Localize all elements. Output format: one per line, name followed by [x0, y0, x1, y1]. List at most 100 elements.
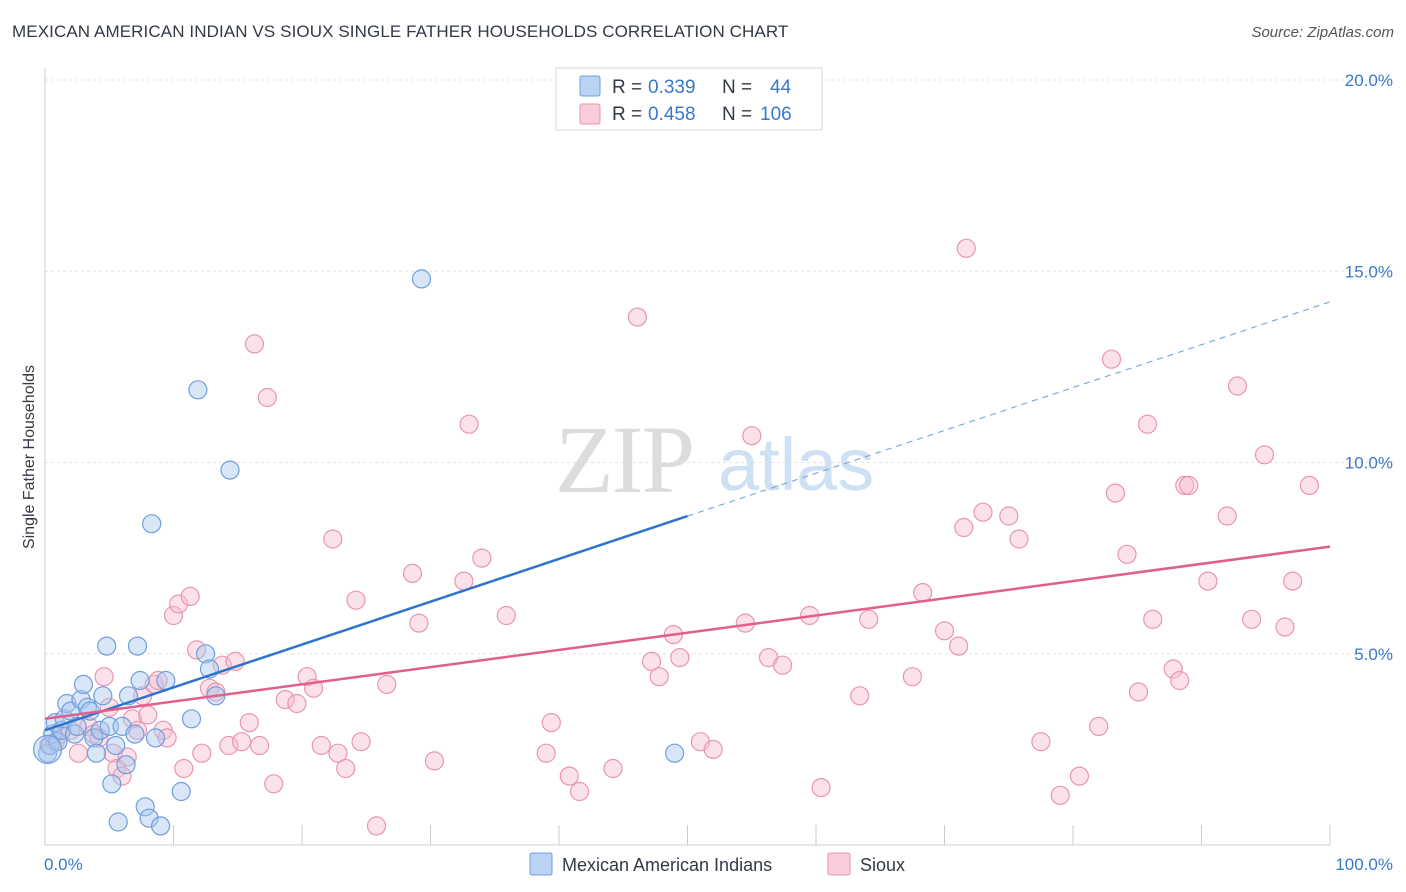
trend-lines	[44, 301, 1331, 732]
sioux-point-88	[1050, 785, 1070, 805]
sioux-point-55	[459, 414, 479, 434]
bottom-legend-swatch-sioux[interactable]	[827, 852, 851, 876]
watermark-zip: ZIP	[555, 406, 693, 513]
sioux-point-58	[536, 743, 556, 763]
sioux-point-37	[257, 387, 277, 408]
x-tick-labels: 0.0% 100.0%	[44, 855, 1393, 874]
mai-point-12	[73, 674, 94, 695]
sioux-point-57	[496, 605, 516, 626]
mai-point-43	[411, 269, 432, 289]
sioux-point-4	[68, 743, 89, 763]
y-tick-label-1: 10.0%	[1345, 454, 1393, 473]
legend-swatch-sioux	[579, 103, 601, 125]
chart-title: MEXICAN AMERICAN INDIAN VS SIOUX SINGLE …	[12, 22, 789, 41]
sioux-point-50	[377, 674, 397, 695]
sioux-point-33	[232, 732, 252, 752]
sioux-point-89	[1069, 766, 1090, 786]
sioux-point-23	[169, 594, 189, 614]
sioux-point-71	[742, 426, 762, 446]
sioux-point-78	[902, 667, 923, 687]
mai-point-25	[116, 755, 136, 775]
sioux-point-12	[112, 766, 132, 786]
sioux-point-63	[627, 307, 648, 327]
sioux-point-61	[569, 781, 590, 802]
bottom-legend-swatch-mexican-american-indians[interactable]	[529, 852, 553, 876]
mai-point-16	[86, 743, 107, 763]
sioux-point-53	[424, 751, 444, 771]
mai-point-42	[220, 460, 240, 480]
sioux-point-36	[250, 735, 270, 756]
legend-r-label-1: R =	[612, 104, 642, 125]
sioux-point-64	[641, 651, 662, 672]
bottom-legend-label-mexican-american-indians[interactable]: Mexican American Indians	[562, 855, 772, 875]
mexican-american-indian-points	[32, 269, 685, 836]
mai-point-23	[108, 812, 128, 832]
sioux-point-98	[1170, 670, 1190, 691]
mai-point-22	[106, 735, 126, 756]
legend-n-value-0: 44	[770, 77, 792, 98]
sioux-point-96	[1143, 609, 1163, 629]
sioux-point-39	[275, 689, 295, 710]
sioux-point-69	[703, 739, 723, 760]
sioux-point-103	[1227, 376, 1248, 396]
sioux-point-85	[999, 506, 1019, 526]
x-tick-label-1: 100.0%	[1335, 855, 1393, 874]
sioux-point-34	[239, 712, 259, 733]
sioux-point-81	[948, 636, 969, 656]
sioux-point-52	[409, 613, 429, 633]
mai-point-36	[171, 781, 191, 802]
mai-point-29	[130, 670, 150, 691]
sioux-point-27	[192, 743, 212, 763]
sioux-point-38	[264, 774, 284, 794]
mai-point-30	[135, 797, 155, 817]
sioux-point-101	[1198, 571, 1218, 591]
mai-point-9	[64, 724, 85, 744]
mai-point-39	[196, 644, 216, 664]
sioux-point-87	[1031, 732, 1051, 752]
mai-point-21	[102, 774, 122, 794]
sioux-point-22	[163, 605, 184, 626]
mai-point-38	[188, 380, 208, 400]
mai-point-31	[139, 808, 159, 828]
sioux-point-65	[649, 667, 669, 687]
y-tick-label-2: 15.0%	[1345, 262, 1393, 281]
sioux-point-31	[219, 735, 239, 756]
legend-n-label-1: N =	[722, 104, 752, 125]
sioux-point-80	[934, 621, 955, 641]
x-ticks	[44, 825, 1331, 845]
sioux-point-82	[954, 517, 974, 538]
sioux-point-104	[1241, 609, 1262, 629]
legend-r-value-0: 0.339	[648, 77, 696, 98]
sioux-point-83	[956, 238, 976, 258]
sioux-point-79	[913, 582, 933, 603]
sioux-point-44	[323, 529, 343, 549]
sioux-point-10	[103, 743, 123, 763]
sioux-point-102	[1217, 506, 1237, 526]
mai-point-37	[181, 709, 202, 729]
legend-r-value-1: 0.458	[648, 104, 696, 125]
bottom-legend-label-sioux[interactable]: Sioux	[860, 855, 905, 875]
mai-point-28	[127, 636, 148, 656]
sioux-point-40	[287, 693, 307, 714]
sioux-point-56	[472, 548, 492, 568]
sioux-point-49	[366, 816, 387, 836]
legend-n-value-1: 106	[760, 104, 792, 125]
mai-point-18	[93, 686, 113, 706]
mai-point-cluster	[32, 734, 63, 765]
sioux-point-95	[1137, 414, 1158, 434]
series-legend: Mexican American Indians Sioux	[529, 852, 905, 876]
legend-swatch-mexican-american-indians	[579, 75, 601, 97]
sioux-point-43	[311, 735, 331, 756]
legend-n-label-0: N =	[722, 77, 752, 98]
mai-point-15	[84, 728, 104, 748]
sioux-point-105	[1254, 445, 1275, 465]
mai-point-19	[97, 636, 117, 656]
sioux-point-51	[402, 563, 423, 584]
sioux-point-60	[559, 766, 579, 786]
y-axis-title: Single Father Households	[21, 365, 38, 549]
sioux-point-41	[297, 667, 317, 687]
sioux-point-21	[157, 728, 177, 748]
sioux-point-73	[772, 655, 793, 675]
sioux-point-48	[351, 732, 371, 752]
